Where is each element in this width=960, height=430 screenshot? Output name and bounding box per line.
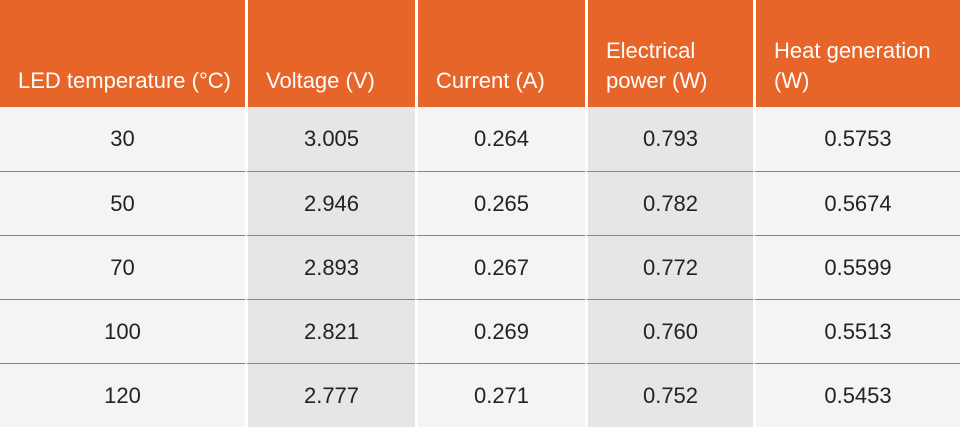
header-electrical-power: Electrical power (W): [585, 0, 753, 107]
cell-heat-generation: 0.5753: [753, 107, 960, 171]
cell-led-temperature: 50: [0, 171, 245, 235]
cell-current: 0.267: [415, 235, 585, 299]
cell-electrical-power: 0.793: [585, 107, 753, 171]
cell-electrical-power: 0.782: [585, 171, 753, 235]
table-row: 70 2.893 0.267 0.772 0.5599: [0, 235, 960, 299]
header-row: LED temperature (°C) Voltage (V) Current…: [0, 0, 960, 107]
cell-current: 0.265: [415, 171, 585, 235]
table-row: 50 2.946 0.265 0.782 0.5674: [0, 171, 960, 235]
cell-voltage: 2.946: [245, 171, 415, 235]
cell-electrical-power: 0.772: [585, 235, 753, 299]
table-row: 100 2.821 0.269 0.760 0.5513: [0, 299, 960, 363]
cell-voltage: 2.777: [245, 363, 415, 427]
cell-heat-generation: 0.5599: [753, 235, 960, 299]
cell-led-temperature: 70: [0, 235, 245, 299]
cell-heat-generation: 0.5674: [753, 171, 960, 235]
header-led-temperature: LED temperature (°C): [0, 0, 245, 107]
header-voltage: Voltage (V): [245, 0, 415, 107]
header-current: Current (A): [415, 0, 585, 107]
cell-led-temperature: 30: [0, 107, 245, 171]
table-header: LED temperature (°C) Voltage (V) Current…: [0, 0, 960, 107]
cell-voltage: 3.005: [245, 107, 415, 171]
cell-voltage: 2.893: [245, 235, 415, 299]
cell-current: 0.271: [415, 363, 585, 427]
cell-led-temperature: 100: [0, 299, 245, 363]
header-heat-generation: Heat generation (W): [753, 0, 960, 107]
cell-led-temperature: 120: [0, 363, 245, 427]
table-row: 120 2.777 0.271 0.752 0.5453: [0, 363, 960, 427]
table-row: 30 3.005 0.264 0.793 0.5753: [0, 107, 960, 171]
table-body: 30 3.005 0.264 0.793 0.5753 50 2.946 0.2…: [0, 107, 960, 427]
cell-electrical-power: 0.760: [585, 299, 753, 363]
cell-current: 0.264: [415, 107, 585, 171]
cell-heat-generation: 0.5513: [753, 299, 960, 363]
cell-voltage: 2.821: [245, 299, 415, 363]
cell-electrical-power: 0.752: [585, 363, 753, 427]
cell-current: 0.269: [415, 299, 585, 363]
cell-heat-generation: 0.5453: [753, 363, 960, 427]
